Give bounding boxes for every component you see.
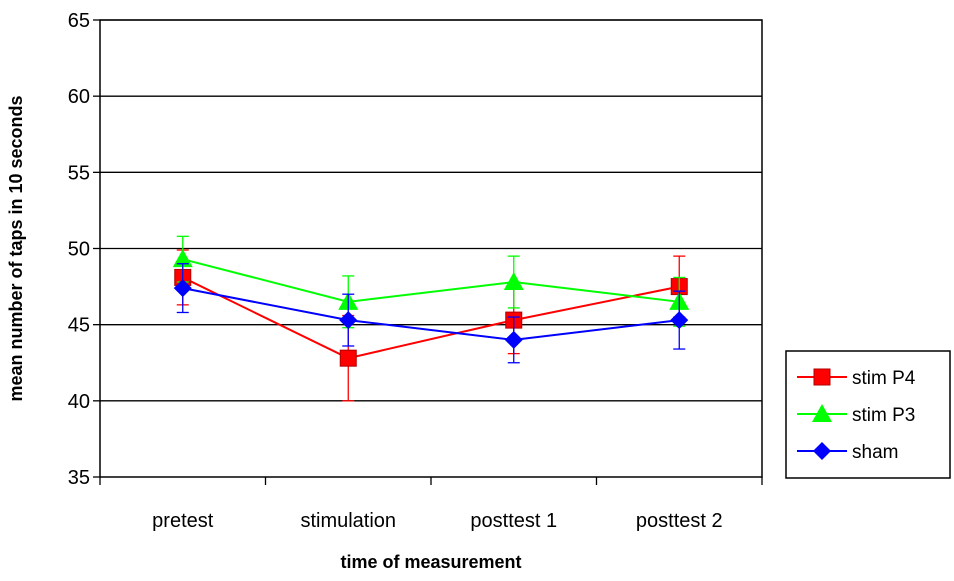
series-line (182, 276, 680, 360)
y-tick-label: 35 (68, 467, 90, 489)
data-point (339, 311, 358, 330)
data-point (670, 311, 689, 330)
legend-label: sham (852, 442, 898, 463)
series-layer (172, 235, 690, 402)
x-axis-title: time of measurement (340, 552, 521, 572)
x-tick-label: posttest 1 (470, 510, 557, 532)
gridlines (100, 19, 762, 402)
y-tick-label: 50 (68, 239, 90, 261)
data-point (339, 349, 357, 367)
y-axis: 35 40 45 50 55 60 65 (68, 10, 100, 489)
y-tick-label: 40 (68, 391, 90, 413)
y-tick-label: 45 (68, 315, 90, 337)
series-line (182, 287, 680, 341)
x-tick-label: stimulation (300, 510, 396, 532)
data-point (503, 272, 524, 291)
legend: stim P4 stim P3 sham (785, 350, 951, 479)
x-tick-label: pretest (152, 510, 214, 532)
y-axis-title: mean number of taps in 10 seconds (6, 95, 26, 401)
legend-label: stim P4 (852, 368, 916, 389)
legend-marker (813, 442, 831, 460)
data-point (172, 249, 193, 268)
series-sham (173, 263, 689, 364)
x-axis: pretest stimulation posttest 1 posttest 2 (99, 477, 763, 532)
series-stim-p4 (174, 249, 688, 402)
data-point (173, 279, 192, 298)
y-tick-label: 55 (68, 162, 90, 184)
y-tick-label: 60 (68, 86, 90, 108)
series-stim-p3 (172, 235, 690, 329)
legend-marker (813, 368, 831, 386)
legend-marker (812, 404, 832, 422)
legend-label: stim P3 (852, 405, 915, 426)
y-tick-label: 65 (68, 10, 90, 32)
data-point (504, 330, 523, 349)
x-tick-label: posttest 2 (636, 510, 723, 532)
series-line (182, 258, 680, 303)
